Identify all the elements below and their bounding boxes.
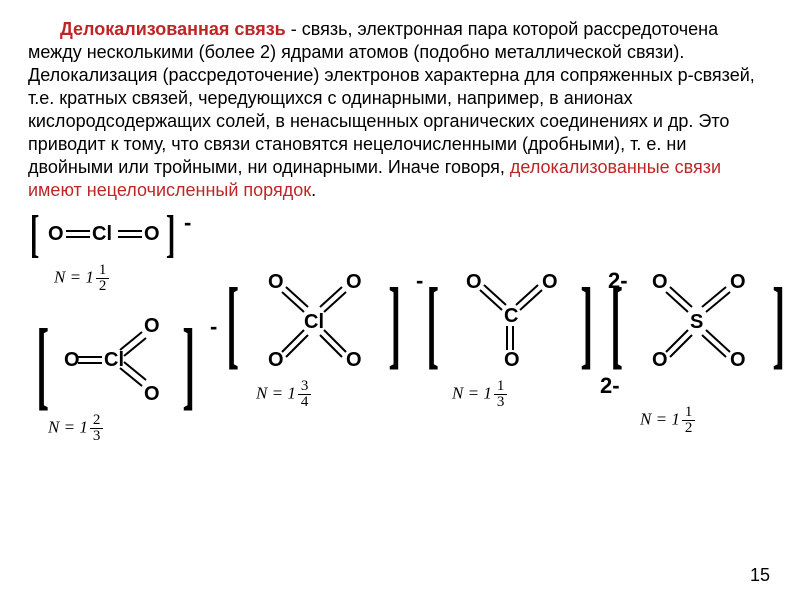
bond-order-formula: N = 134	[256, 379, 423, 410]
atom-o: O	[268, 349, 284, 371]
atom-o: O	[542, 271, 558, 293]
bond-order-formula: N = 112	[54, 263, 191, 294]
atom-o: O	[730, 271, 746, 293]
atom-o: O	[268, 271, 284, 293]
atom-o: O	[346, 349, 362, 371]
structure-clo4: [ O O O O Cl ] -	[216, 270, 423, 410]
atom-o: O	[144, 223, 160, 245]
definition-paragraph: Делокализованная связь - связь, электрон…	[0, 0, 800, 206]
structure-co3: [ O O C O ] 2- N = 113	[416, 270, 628, 410]
definition-body: - связь, электронная пара которой рассре…	[28, 19, 755, 177]
atom-o: O	[48, 223, 64, 245]
definition-end: .	[311, 180, 316, 200]
atom-cl: Cl	[92, 223, 112, 245]
atom-o: O	[144, 315, 160, 337]
atom-o: O	[730, 349, 746, 371]
charge: 2-	[600, 373, 620, 399]
atom-o: O	[144, 383, 160, 405]
atom-o: O	[504, 349, 520, 371]
charge: -	[184, 210, 191, 236]
atom-cl: Cl	[304, 311, 324, 333]
structure-so4: [ O O O O S ] 2- N = 112	[600, 270, 800, 436]
structure-clo3: [ O Cl O O ] - N = 123	[26, 316, 217, 444]
term-delocalized-bond: Делокализованная связь	[60, 19, 286, 39]
atom-o: O	[346, 271, 362, 293]
page-number: 15	[750, 565, 770, 586]
atom-o: O	[466, 271, 482, 293]
atom-o: O	[64, 349, 80, 371]
atom-c: C	[504, 305, 518, 327]
atom-s: S	[690, 311, 703, 333]
atom-o: O	[652, 271, 668, 293]
structures-panel: [ O Cl O ] - N = 112 [ O Cl	[0, 206, 800, 516]
bond-order-formula: N = 112	[640, 405, 800, 436]
structure-clo2: [ O Cl O ] - N = 112	[26, 212, 191, 294]
atom-o: O	[652, 349, 668, 371]
